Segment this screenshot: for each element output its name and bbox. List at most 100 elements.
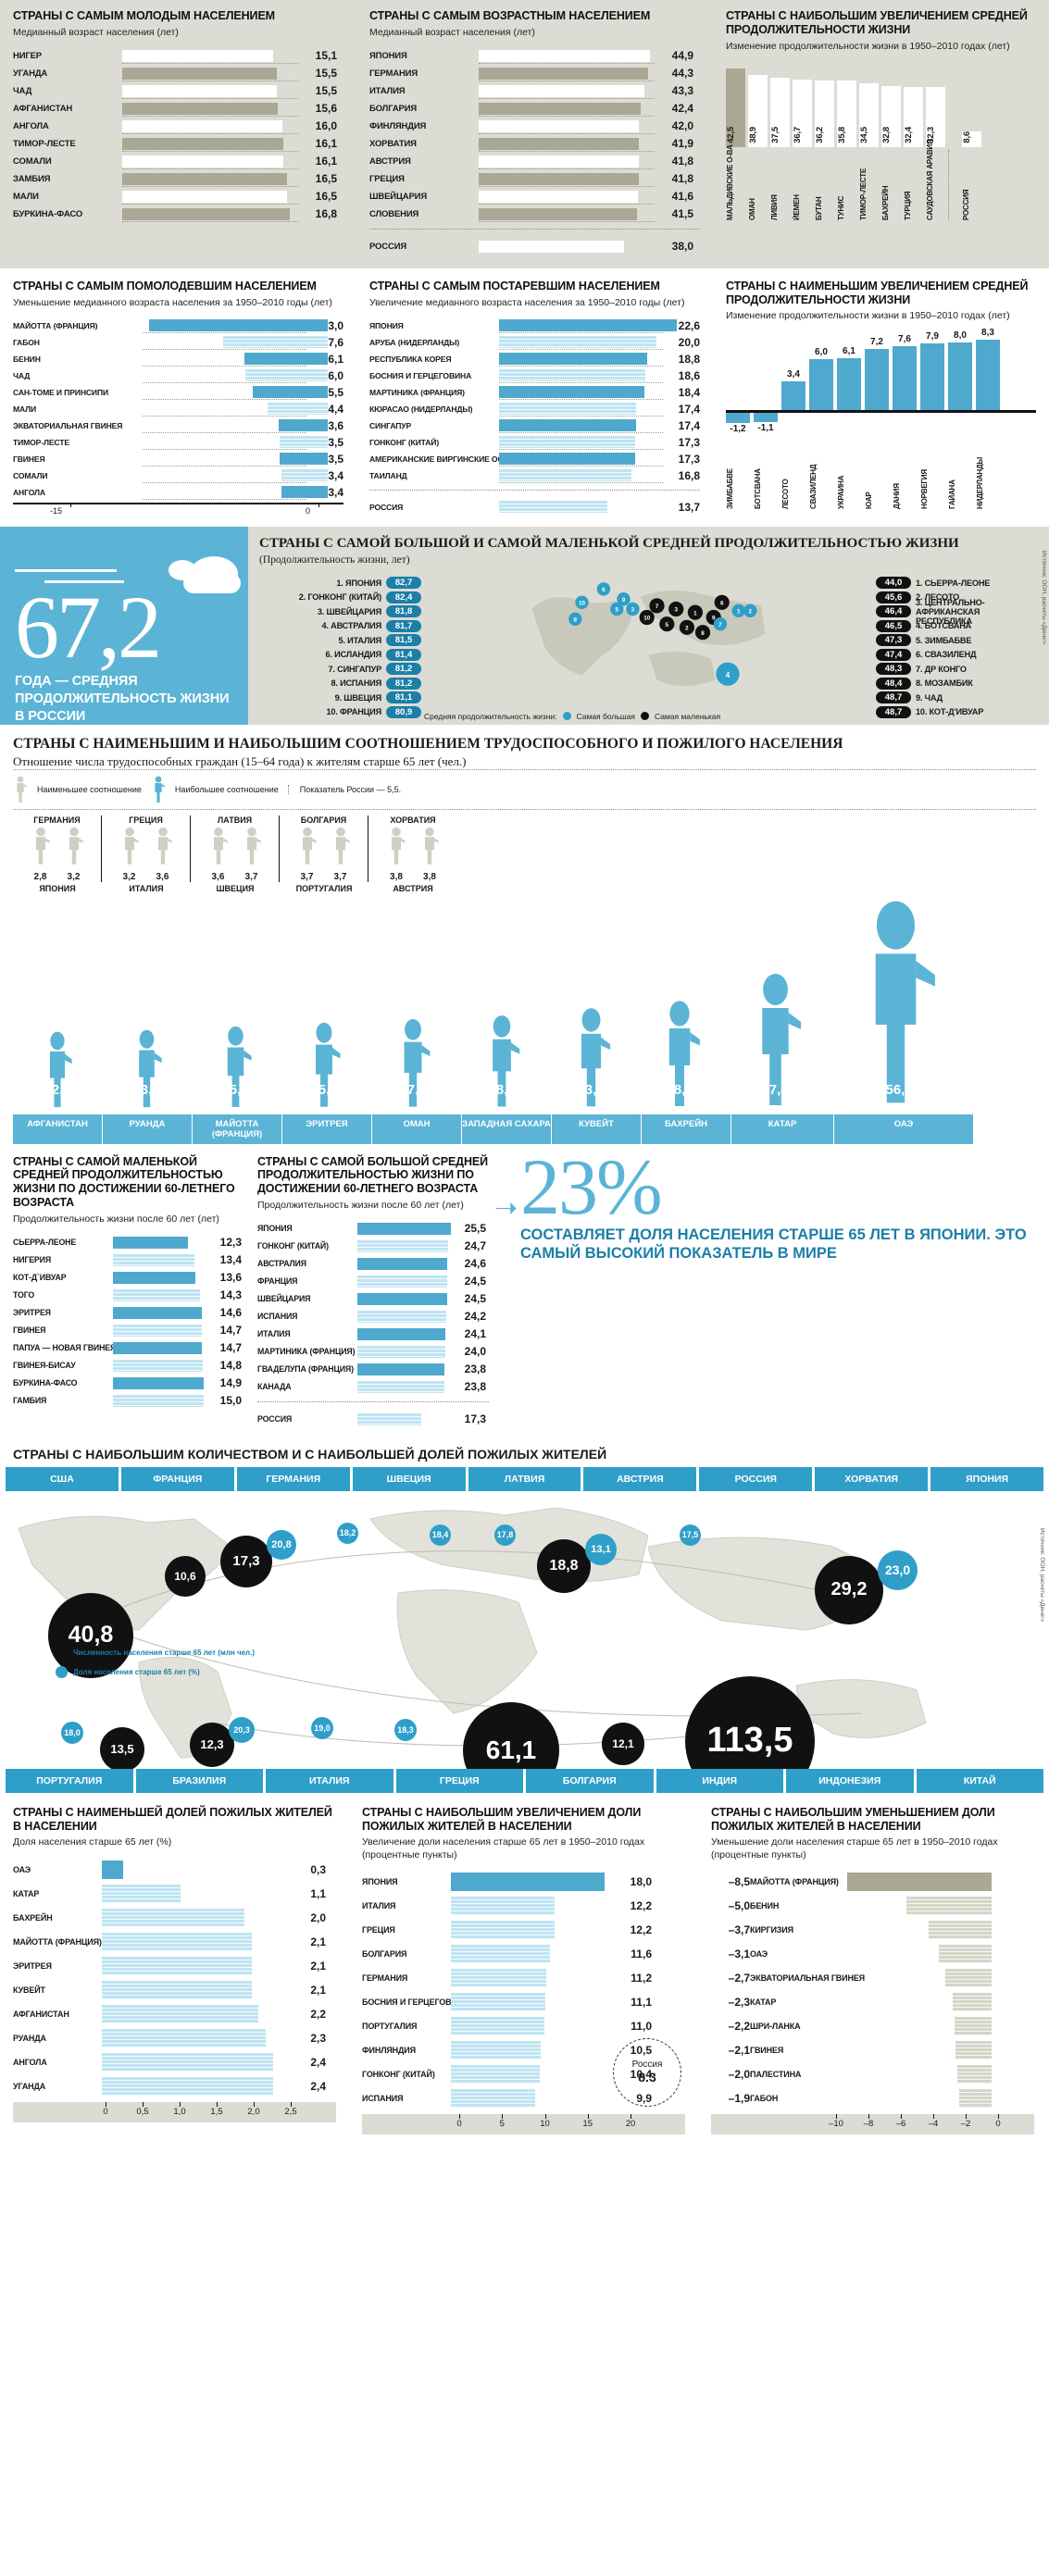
person-grey-icon	[35, 827, 50, 865]
country-tab[interactable]: ФРАНЦИЯ	[120, 1466, 234, 1491]
country-tab[interactable]: ИТАЛИЯ	[266, 1768, 393, 1793]
bar-fill	[122, 155, 283, 168]
bar-row: ИТАЛИЯ 43,3	[369, 82, 700, 100]
vertical-bar-labels: МАЛЬДИВСКИЕ О-ВА ОМАН ЛИВИЯ ЙЕМЕН БУТАН ТУНИС…	[726, 139, 1036, 220]
bar-row: БУРКИНА-ФАСО 14,9	[13, 1375, 244, 1392]
panel-biggest-life-expectancy-gain: СТРАНЫ С НАИБОЛЬШИМ УВЕЛИЧЕНИЕМ СРЕДНЕЙ …	[713, 9, 1049, 255]
bubble-share: 20,8	[267, 1529, 296, 1560]
bar-value: 14,6	[219, 1306, 242, 1320]
bar-value: –8,5	[728, 1874, 750, 1888]
divider	[13, 808, 1036, 810]
country-tab[interactable]: ГЕРМАНИЯ	[236, 1466, 350, 1491]
ratio-person-large: 23,2	[102, 1028, 191, 1114]
bar-row: МАЙОТТА (ФРАНЦИЯ) –13,0	[13, 317, 343, 334]
panel-title: СТРАНЫ С САМЫМ ВОЗРАСТНЫМ НАСЕЛЕНИЕМ	[369, 9, 651, 22]
country-tab[interactable]: ШВЕЦИЯ	[352, 1466, 466, 1491]
bar-value: 24,6	[464, 1257, 486, 1271]
rank-name: 8. ИСПАНИЯ	[331, 678, 381, 689]
bar-track	[479, 190, 655, 205]
bar-list: ОАЭ 0,3 КАТАР 1,1 БАХРЕЙН 2,0 МАЙОТТА (ФРАНЦИЯ…	[13, 1858, 336, 2098]
bar-fill	[357, 1222, 451, 1235]
bar-row: МАЙОТТА (ФРАНЦИЯ) –8,5	[711, 1870, 1034, 1894]
bar-label: БУРКИНА-ФАСО	[13, 1378, 78, 1388]
country-tab[interactable]: ХОРВАТИЯ	[815, 1466, 929, 1491]
bar-value: –2,0	[728, 2067, 750, 2081]
country-tab[interactable]: США	[6, 1466, 119, 1491]
row-divider	[143, 349, 306, 351]
bar-track	[499, 336, 663, 351]
bar-track	[451, 1944, 613, 1963]
bar-track	[357, 1345, 455, 1358]
bar-value: 44,3	[671, 67, 693, 81]
axis-tick-label: 0	[103, 2106, 108, 2117]
country-tab[interactable]: БОЛГАРИЯ	[526, 1768, 654, 1793]
bar-fill	[957, 2064, 992, 2084]
ratio-value: 3,7	[244, 871, 258, 882]
row-divider	[143, 416, 306, 417]
rank-name: 7. СИНГАПУР	[328, 664, 382, 674]
country-tab[interactable]: АВСТРИЯ	[583, 1466, 697, 1491]
axis-tick-label: -15	[50, 505, 63, 516]
country-tab[interactable]: ЯПОНИЯ	[930, 1466, 1044, 1491]
group-title: ГЕРМАНИЯ	[33, 815, 81, 825]
bar-fill	[279, 419, 328, 432]
bar-value: 41,6	[671, 190, 693, 204]
country-tab[interactable]: ЛАТВИЯ	[468, 1466, 581, 1491]
highest-ratio-group: 22,7 23,2 25,0 25,9 27,9 28,6 33,8 38,4 77,4 256,…	[13, 897, 1036, 1144]
legend-count-icon	[56, 1646, 68, 1659]
bar-label: УГАНДА	[13, 68, 48, 79]
bar-fill	[499, 419, 636, 432]
bar-label: ГВИНЕЯ	[13, 1325, 46, 1336]
svg-text:3: 3	[674, 607, 678, 614]
bar-value: 38,0	[671, 240, 693, 254]
bar-track	[499, 453, 663, 467]
bar-value: 2,2	[310, 2007, 326, 2021]
bar-list: СЬЕРРА-ЛЕОНЕ 12,3 НИГЕРИЯ 13,4 КОТ-Д`ИВУАР 13…	[13, 1234, 244, 1410]
country-tab[interactable]: КИТАЙ	[916, 1768, 1043, 1793]
country-tab[interactable]: ИНДИЯ	[656, 1768, 783, 1793]
bar-row: ГВИНЕЯ –2,1	[711, 2038, 1034, 2062]
bar-label: МАЙОТТА (ФРАНЦИЯ)	[750, 1876, 839, 1886]
rank-value: 81,8	[386, 605, 421, 618]
vertical-bar: 38,9	[748, 74, 768, 147]
axis-tick-label: 0	[306, 505, 311, 516]
bar-value: 16,1	[315, 137, 337, 151]
country-tab[interactable]: БРАЗИЛИЯ	[135, 1768, 263, 1793]
bar-fill	[865, 348, 889, 410]
bar-value: 11,0	[631, 2019, 652, 2033]
bar-label: ГОНКОНГ (КИТАЙ)	[257, 1241, 329, 1251]
axis-tick	[502, 2113, 504, 2119]
bar-row: МАЙОТТА (ФРАНЦИЯ) 2,1	[13, 1930, 336, 1954]
bar-value: 15,0	[219, 1394, 242, 1408]
bar-label: БОТСВАНА	[754, 467, 762, 509]
person-grey-icon	[246, 827, 261, 865]
country-tab[interactable]: ГРЕЦИЯ	[395, 1768, 523, 1793]
bar-value: 10,4	[630, 2067, 652, 2081]
country-label: ОАЭ	[834, 1114, 973, 1144]
bar-value: 0,3	[310, 1862, 326, 1876]
country-tab[interactable]: ПОРТУГАЛИЯ	[6, 1768, 133, 1793]
vertical-bar: 6,0	[809, 334, 833, 410]
bar-track	[451, 1968, 613, 1987]
bar-value: 6,1	[843, 345, 855, 356]
bar-value: 15,5	[315, 67, 337, 81]
bar-track	[479, 207, 655, 222]
bar-track	[143, 319, 328, 334]
country-tab[interactable]: РОССИЯ	[699, 1466, 813, 1491]
bar-fill	[451, 1944, 550, 1963]
rank-name: 2. ГОНКОНГ (КИТАЙ)	[298, 592, 381, 603]
axis-tick	[868, 2113, 869, 2119]
bar-track	[499, 369, 663, 384]
bar-label: ГАБОН	[750, 2093, 779, 2103]
x-axis: -15 0	[13, 502, 343, 517]
axis-tick	[901, 2113, 902, 2119]
bar-track	[839, 1872, 992, 1891]
bar-row: ЧАД 15,5	[13, 82, 343, 100]
svg-text:6: 6	[602, 587, 606, 593]
bar-label: ГАБОН	[13, 337, 40, 347]
legend-label-max: Самая большая	[576, 711, 635, 721]
rank-value: 81,1	[386, 691, 421, 704]
country-tab[interactable]: ИНДОНЕЗИЯ	[786, 1768, 914, 1793]
bar-row: ИСПАНИЯ 24,2	[257, 1308, 489, 1325]
bar-label: ОАЭ	[13, 1864, 31, 1874]
